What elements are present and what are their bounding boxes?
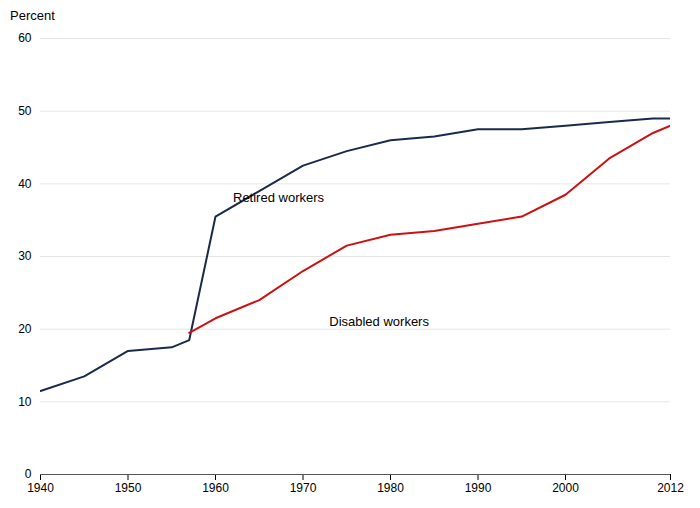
svg-text:0: 0 [25,467,32,481]
svg-text:Disabled workers: Disabled workers [329,314,429,329]
svg-text:1970: 1970 [290,481,317,495]
svg-text:Retired workers: Retired workers [233,190,325,205]
svg-text:40: 40 [18,177,32,191]
svg-text:1950: 1950 [115,481,142,495]
html-text:Percent: Percent [10,8,55,23]
svg-text:1960: 1960 [202,481,229,495]
svg-text:50: 50 [18,104,32,118]
svg-text:2000: 2000 [552,481,579,495]
svg-text:2012: 2012 [657,481,684,495]
svg-text:20: 20 [18,322,32,336]
svg-text:60: 60 [18,31,32,45]
svg-text:10: 10 [18,395,32,409]
svg-text:1990: 1990 [465,481,492,495]
svg-text:1980: 1980 [377,481,404,495]
svg-text:1940: 1940 [27,481,54,495]
svg-text:30: 30 [18,249,32,263]
